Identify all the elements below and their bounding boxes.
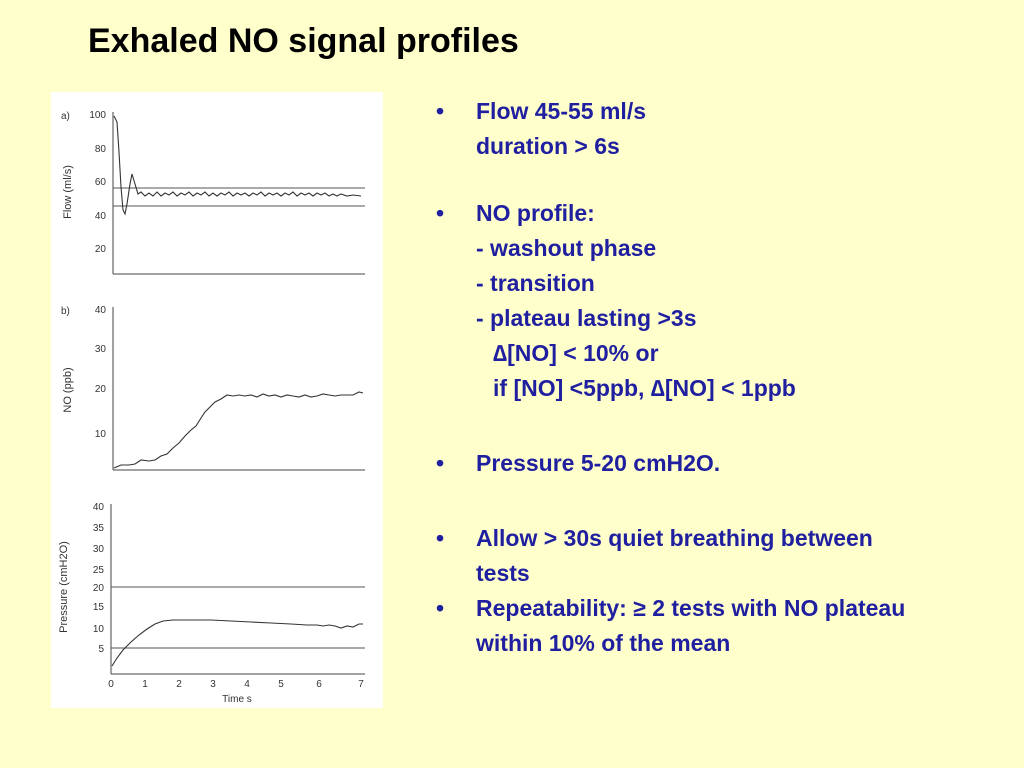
slide-title: Exhaled NO signal profiles xyxy=(88,22,519,60)
bullet-list: • Flow 45-55 ml/s duration > 6s • NO pro… xyxy=(436,94,1021,661)
flow-ytick-40: 40 xyxy=(95,211,107,222)
pressure-ytick-30: 30 xyxy=(93,544,105,555)
pressure-ytick-35: 35 xyxy=(93,523,105,534)
bullet-line: - transition xyxy=(476,270,595,296)
bullet-pressure: • Pressure 5-20 cmH2O. xyxy=(436,446,1021,481)
no-panel: b) 40 30 20 10 NO (ppb) xyxy=(61,305,365,471)
bullet-marker: • xyxy=(436,200,445,226)
xtick-2: 2 xyxy=(176,679,182,690)
time-x-ticks: 0 1 2 3 4 5 6 7 xyxy=(108,679,364,690)
signal-profile-plots: a) 100 80 60 40 20 Flow (ml/s) b) 40 30 … xyxy=(58,110,365,705)
time-x-label: Time s xyxy=(222,694,252,705)
bullet-line: Repeatability: ≥ 2 tests with NO plateau xyxy=(476,595,906,621)
flow-signal-trace xyxy=(113,115,362,216)
no-ytick-40: 40 xyxy=(95,305,107,316)
bullet-line: Flow 45-55 ml/s xyxy=(476,98,647,124)
flow-ytick-20: 20 xyxy=(95,244,107,255)
bullet-marker: • xyxy=(436,450,445,476)
xtick-4: 4 xyxy=(244,679,250,690)
bullet-repeatability: • Repeatability: ≥ 2 tests with NO plate… xyxy=(436,591,1021,661)
signal-profile-figure: a) 100 80 60 40 20 Flow (ml/s) b) 40 30 … xyxy=(51,92,383,708)
no-ytick-20: 20 xyxy=(95,384,107,395)
xtick-5: 5 xyxy=(278,679,284,690)
xtick-3: 3 xyxy=(210,679,216,690)
no-signal-trace xyxy=(113,391,364,469)
pressure-panel: 40 35 30 25 20 15 10 5 Pressure (cmH2O) … xyxy=(58,502,365,705)
bullet-line: if [NO] <5ppb, ∆[NO] < 1ppb xyxy=(493,375,796,401)
flow-ytick-80: 80 xyxy=(95,144,107,155)
pressure-ytick-10: 10 xyxy=(93,624,105,635)
flow-panel-label: a) xyxy=(61,111,70,122)
bullet-line: - washout phase xyxy=(476,235,657,261)
bullet-marker: • xyxy=(436,98,445,124)
bullet-line: Allow > 30s quiet breathing between xyxy=(476,525,873,551)
bullet-line: duration > 6s xyxy=(476,133,620,159)
pressure-ytick-5: 5 xyxy=(98,644,104,655)
bullet-quiet-breathing: • Allow > 30s quiet breathing between te… xyxy=(436,521,1021,591)
pressure-ytick-25: 25 xyxy=(93,565,105,576)
flow-panel: a) 100 80 60 40 20 Flow (ml/s) xyxy=(61,110,365,275)
flow-ytick-60: 60 xyxy=(95,177,107,188)
pressure-y-label: Pressure (cmH2O) xyxy=(58,541,70,633)
pressure-ytick-40: 40 xyxy=(93,502,105,513)
flow-y-label: Flow (ml/s) xyxy=(62,165,74,219)
bullet-flow: • Flow 45-55 ml/s duration > 6s xyxy=(436,94,1021,164)
pressure-ytick-20: 20 xyxy=(93,583,105,594)
bullet-marker: • xyxy=(436,595,445,621)
bullet-line: Pressure 5-20 cmH2O. xyxy=(476,450,721,476)
xtick-1: 1 xyxy=(142,679,148,690)
xtick-6: 6 xyxy=(316,679,322,690)
xtick-0: 0 xyxy=(108,679,114,690)
no-panel-label: b) xyxy=(61,306,70,317)
bullet-line: NO profile: xyxy=(476,200,595,226)
bullet-line: ∆[NO] < 10% or xyxy=(493,340,659,366)
flow-ytick-100: 100 xyxy=(89,110,106,121)
pressure-ytick-15: 15 xyxy=(93,602,105,613)
bullet-line: within 10% of the mean xyxy=(476,630,731,656)
pressure-signal-trace xyxy=(111,619,363,667)
bullet-marker: • xyxy=(436,525,445,551)
no-ytick-10: 10 xyxy=(95,429,107,440)
no-y-label: NO (ppb) xyxy=(62,367,74,412)
bullet-line: tests xyxy=(476,560,530,586)
no-ytick-30: 30 xyxy=(95,344,107,355)
bullet-line: - plateau lasting >3s xyxy=(476,305,697,331)
xtick-7: 7 xyxy=(358,679,364,690)
bullet-no-profile: • NO profile: - washout phase - transiti… xyxy=(436,196,1021,406)
